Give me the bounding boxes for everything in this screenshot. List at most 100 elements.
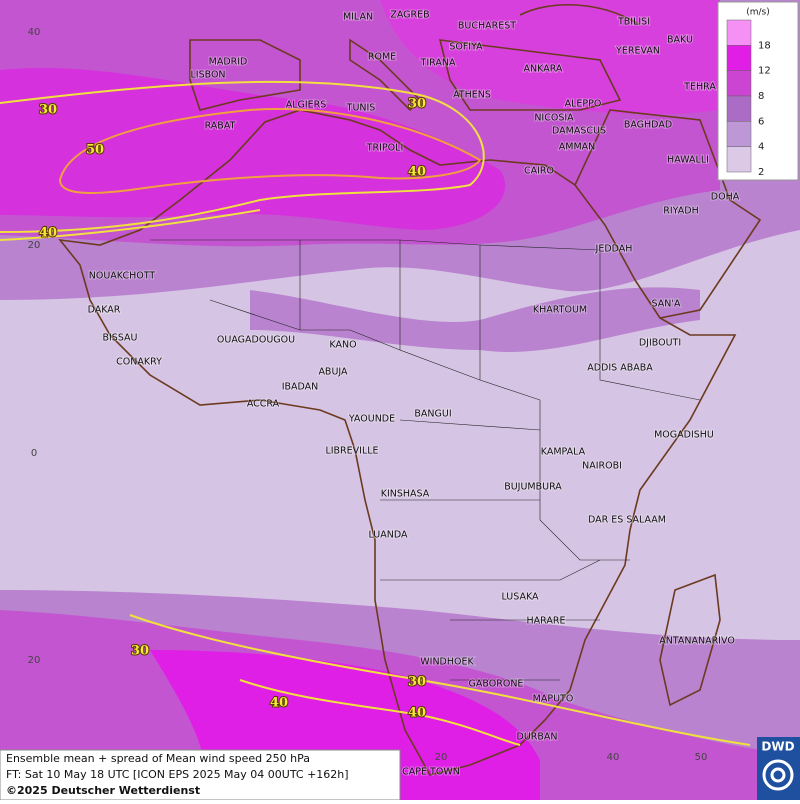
city-label: BUCHAREST bbox=[458, 21, 516, 32]
contour-label: 30 bbox=[408, 675, 426, 690]
legend-label: 12 bbox=[758, 66, 771, 77]
city-label: DURBAN bbox=[517, 732, 558, 743]
city-label: KANO bbox=[329, 340, 356, 351]
latitude-label: 40 bbox=[28, 27, 41, 38]
city-label: HAWALLI bbox=[667, 155, 709, 166]
city-label: NOUAKCHOTT bbox=[89, 271, 156, 282]
italy-coast bbox=[349, 38, 422, 112]
city-label: BANGUI bbox=[414, 409, 451, 420]
city-label: TRIPOLI bbox=[366, 143, 404, 154]
contour-label: 50 bbox=[86, 143, 104, 158]
longitude-label: 40 bbox=[607, 752, 620, 763]
wind-zone bbox=[250, 287, 700, 353]
city-label: DAR ES SALAAM bbox=[588, 515, 666, 526]
longitude-label: 50 bbox=[695, 752, 708, 763]
city-label: NAIROBI bbox=[582, 461, 622, 472]
contour-line bbox=[0, 209, 261, 241]
city-label: KINSHASA bbox=[381, 489, 430, 500]
city-label: MADRID bbox=[209, 57, 248, 68]
legend-swatch bbox=[726, 95, 752, 122]
legend-label: 8 bbox=[758, 91, 764, 102]
city-label: RIYADH bbox=[663, 206, 698, 217]
longitude-label: 20 bbox=[435, 752, 448, 763]
city-label: ADDIS ABABA bbox=[587, 363, 653, 374]
city-label: LUSAKA bbox=[501, 592, 539, 603]
contour-label: 40 bbox=[39, 226, 57, 241]
contour-line bbox=[0, 80, 485, 233]
legend-unit: (m/s) bbox=[746, 8, 770, 18]
contour-label: 40 bbox=[408, 165, 426, 180]
city-label: LIBREVILLE bbox=[325, 446, 378, 457]
city-label: LISBON bbox=[190, 70, 225, 81]
latitude-label: 20 bbox=[28, 655, 41, 666]
city-label: DOHA bbox=[711, 192, 740, 203]
logo-icon bbox=[770, 767, 786, 783]
city-label: ATHENS bbox=[453, 90, 491, 101]
footer-line: Ensemble mean + spread of Mean wind spee… bbox=[6, 752, 310, 765]
africa-coast bbox=[58, 109, 737, 776]
city-label: ANTANANARIVO bbox=[659, 636, 735, 647]
logo-text: DWD bbox=[761, 740, 794, 754]
city-label: ZAGREB bbox=[390, 10, 429, 21]
labels: MILAN ZAGREB BUCHAREST TBILISI MADRID ROME SOF… bbox=[28, 9, 741, 779]
madagascar-coast bbox=[659, 573, 721, 707]
legend-label: 18 bbox=[758, 40, 771, 51]
city-label: OUAGADOUGOU bbox=[217, 335, 295, 346]
city-label: MAPUTO bbox=[533, 694, 574, 705]
footer-line: ©2025 Deutscher Wetterdienst bbox=[6, 784, 200, 797]
city-label: KAMPALA bbox=[541, 447, 586, 458]
city-label: CONAKRY bbox=[116, 357, 162, 368]
contour-label: 40 bbox=[270, 696, 288, 711]
borders bbox=[150, 239, 701, 681]
city-label: ANKARA bbox=[524, 64, 563, 75]
legend-swatch bbox=[726, 19, 752, 46]
city-label: MILAN bbox=[343, 12, 373, 23]
city-label: ROME bbox=[368, 52, 396, 63]
city-label: SAN'A bbox=[652, 299, 681, 310]
city-label: DAKAR bbox=[88, 305, 121, 316]
legend-swatch bbox=[726, 45, 752, 71]
city-label: SOFIYA bbox=[449, 42, 483, 53]
city-label: DAMASCUS bbox=[552, 126, 606, 137]
city-label: CAPE TOWN bbox=[402, 767, 460, 778]
city-label: DJIBOUTI bbox=[639, 338, 681, 349]
city-label: CAIRO bbox=[524, 166, 554, 177]
legend-label: 2 bbox=[758, 167, 764, 178]
contour-label: 30 bbox=[408, 97, 426, 112]
legend-swatch bbox=[726, 121, 752, 147]
legend-swatch bbox=[726, 70, 752, 97]
footer-line: FT: Sat 10 May 18 UTC [ICON EPS 2025 May… bbox=[6, 768, 349, 781]
city-label: BAKU bbox=[667, 35, 693, 46]
legend-scale: 18 12 8 6 4 2 bbox=[726, 19, 771, 178]
latitude-label: 0 bbox=[31, 448, 37, 459]
contours bbox=[0, 80, 751, 746]
city-label: YAOUNDE bbox=[348, 414, 395, 425]
city-label: IBADAN bbox=[282, 382, 319, 393]
legend-label: 6 bbox=[758, 116, 764, 127]
contour-line bbox=[58, 108, 482, 194]
city-label: TBILISI bbox=[617, 17, 650, 28]
contour-label: 40 bbox=[408, 706, 426, 721]
arabia-coast bbox=[574, 109, 762, 319]
city-label: RABAT bbox=[205, 121, 236, 132]
city-label: NICOSIA bbox=[534, 113, 574, 124]
city-label: TUNIS bbox=[346, 103, 376, 114]
legend: (m/s) 18 12 8 6 4 2 bbox=[717, 1, 799, 181]
balkans-turkey-coast bbox=[438, 39, 622, 111]
city-label: WINDHOEK bbox=[420, 657, 474, 668]
city-label: KHARTOUM bbox=[533, 305, 587, 316]
black-sea-coast bbox=[519, 3, 641, 26]
city-label: ABUJA bbox=[318, 367, 348, 378]
city-label: YEREVAN bbox=[615, 46, 660, 57]
city-label: BAGHDAD bbox=[624, 120, 672, 131]
legend-label: 4 bbox=[758, 142, 764, 153]
city-label: HARARE bbox=[527, 616, 566, 627]
city-label: ALGIERS bbox=[286, 100, 327, 111]
city-label: JEDDAH bbox=[595, 244, 633, 255]
city-label: ACCRA bbox=[247, 399, 280, 410]
logo-icon bbox=[762, 759, 794, 791]
city-label: ALEPPO bbox=[565, 99, 602, 110]
city-label: TIRANA bbox=[420, 58, 456, 69]
city-label: MOGADISHU bbox=[654, 430, 714, 441]
